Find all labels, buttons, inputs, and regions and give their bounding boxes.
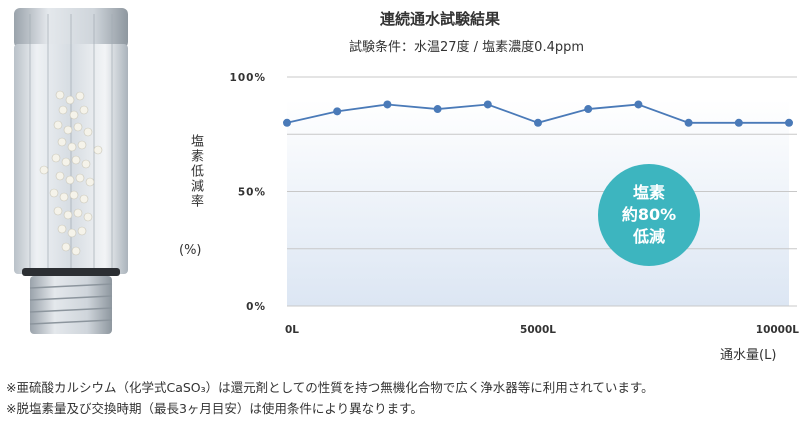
data-point [785,118,793,127]
data-point [283,118,291,127]
x-axis-label: 通水量(L) [720,348,777,363]
chart-subtitle: 試験条件：水温27度 / 塩素濃度0.4ppm [349,40,585,55]
chart-title: 連続通水試験結果 [380,10,501,28]
reduction-badge: 塩素 約80% 低減 [598,164,700,266]
x-tick-label: 0L [285,324,299,336]
y-axis-label: 塩素低減率 [188,134,203,209]
shower-filter-cartridge-icon [14,8,128,334]
y-tick-label: 0% [246,301,266,313]
data-point [333,107,342,116]
y-tick-label: 100% [230,72,266,84]
x-tick-label: 10000L [756,324,800,336]
footnote-1: ※亜硫酸カルシウム（化学式CaSO₃）は還元剤としての性質を持つ無機化合物で広く… [6,380,654,395]
data-point [534,118,542,127]
data-point [483,100,492,109]
footnotes: ※亜硫酸カルシウム（化学式CaSO₃）は還元剤としての性質を持つ無機化合物で広く… [6,377,654,419]
data-point [433,105,442,114]
data-point [584,105,593,114]
badge-line-3: 低減 [632,227,665,246]
y-axis-unit: (%) [179,243,202,258]
plot-background [287,99,789,307]
footnote-2: ※脱塩素量及び交換時期（最長3ヶ月目安）は使用条件により異なります。 [6,401,423,416]
data-point [383,100,392,109]
badge-line-2: 約80% [621,205,677,224]
data-point [684,118,693,127]
data-point [634,100,643,109]
x-tick-label: 5000L [520,324,556,336]
y-tick-label: 50% [238,187,266,199]
data-point [734,118,743,127]
badge-line-1: 塩素 [632,183,665,202]
